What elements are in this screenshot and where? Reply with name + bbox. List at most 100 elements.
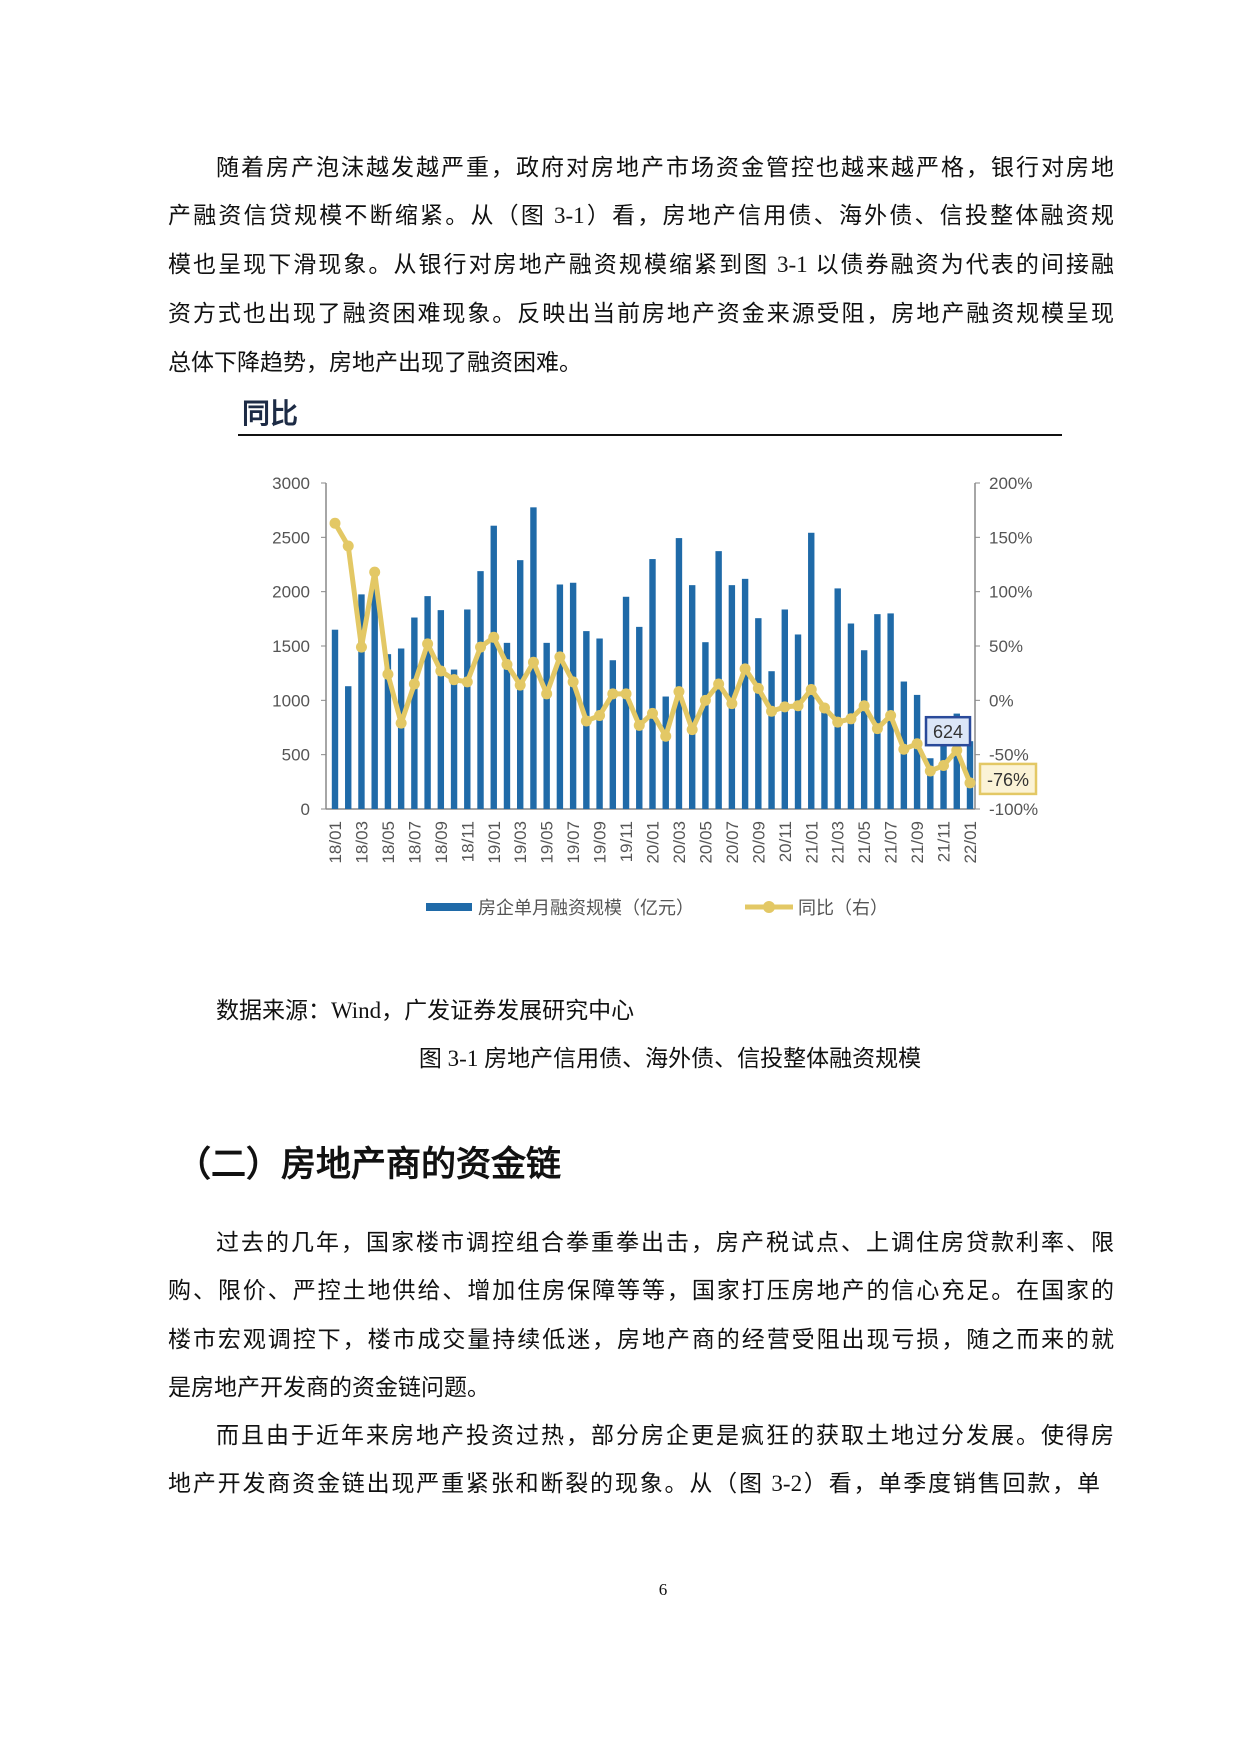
- yoy-point: [699, 694, 711, 706]
- section-heading: （二）房地产商的资金链: [176, 1145, 562, 1185]
- x-tick-label: 19/03: [511, 821, 530, 864]
- yoy-point: [647, 707, 658, 719]
- bar: [437, 610, 445, 809]
- bar: [569, 582, 577, 809]
- yoy-point: [726, 698, 738, 710]
- yoy-value-callout: [978, 762, 1038, 796]
- bar: [953, 713, 960, 809]
- bar: [966, 741, 974, 809]
- left-tick-label: 0: [301, 800, 310, 819]
- yoy-point: [911, 738, 923, 750]
- x-tick-labels: 18/01 18/03 18/05 18/07 18/09 18/11 19/01 19/03…: [326, 821, 980, 864]
- bar: [424, 596, 431, 809]
- yoy-point: [845, 713, 857, 725]
- text-line: 地产开发商资金链出现严重紧张和断裂的现象。从（图 3-2）看，单季度销售回款，单: [168, 1471, 1100, 1496]
- yoy-point: [871, 723, 883, 735]
- figure-title: 同比: [242, 397, 299, 430]
- yoy-point: [792, 700, 804, 712]
- text-line: 产融资信贷规模不断缩紧。从（图 3-1）看，房地产信用债、海外债、信投整体融资规: [168, 203, 1114, 228]
- yoy-point: [633, 719, 645, 731]
- yoy-point: [501, 658, 513, 670]
- right-tick-label: 200%: [989, 474, 1032, 493]
- bar: [768, 671, 775, 809]
- figure-caption: 图 3-1 房地产信用债、海外债、信投整体融资规模: [418, 1046, 922, 1071]
- yoy-point: [660, 730, 672, 742]
- bar: [411, 617, 418, 809]
- left-tick-label: 1500: [272, 637, 310, 656]
- text-line: 资方式也出现了融资困难现象。反映出当前房地产资金来源受阻，房地产融资规模呈现: [168, 301, 1114, 326]
- yoy-point: [435, 665, 447, 677]
- legend-bar-label: 房企单月融资规模（亿元）: [478, 898, 694, 919]
- text-line: 楼市宏观调控下，楼市成交量持续低迷，房地产商的经营受阻出现亏损，随之而来的就: [168, 1327, 1114, 1352]
- chart-axes: 0 500 1000 1500 2000 2500 3000 -100% -50% 0% 50% 10…: [272, 474, 1038, 819]
- text-line: 而且由于近年来房地产投资过热，部分房企更是疯狂的获取土地过分发展。使得房: [216, 1423, 1114, 1448]
- yoy-point: [422, 638, 434, 650]
- left-tick-label: 2500: [272, 528, 310, 547]
- yoy-point: [832, 716, 844, 728]
- yoy-point: [355, 641, 367, 653]
- legend-line-marker: [763, 901, 775, 913]
- yoy-point: [766, 705, 778, 717]
- line-series: [329, 517, 976, 789]
- bar: [794, 634, 802, 809]
- text-line: 总体下降趋势，房地产出现了融资困难。: [168, 350, 582, 375]
- yoy-point: [673, 686, 685, 698]
- bar: [609, 660, 617, 809]
- bar: [450, 669, 458, 809]
- bar: [596, 638, 603, 809]
- right-tick-label: 0%: [989, 691, 1014, 710]
- legend-bar-swatch: [426, 903, 472, 911]
- yoy-point: [951, 744, 963, 756]
- yoy-point: [779, 701, 791, 713]
- x-tick-label: 18/09: [432, 821, 451, 864]
- x-tick-label: 19/09: [591, 821, 610, 864]
- x-tick-label: 18/11: [458, 821, 477, 862]
- right-tick-label: -50%: [989, 746, 1029, 765]
- bar: [622, 596, 630, 809]
- figure-source: 数据来源：Wind，广发证券发展研究中心: [216, 998, 635, 1023]
- yoy-point: [964, 777, 976, 789]
- right-tick-label: 100%: [989, 583, 1032, 602]
- x-tick-label: 21/03: [829, 821, 848, 864]
- yoy-point: [382, 668, 394, 680]
- x-tick-label: 18/03: [352, 821, 371, 864]
- x-tick-label: 21/01: [802, 821, 821, 864]
- bar-series: [331, 507, 974, 809]
- x-tick-label: 18/01: [326, 821, 345, 864]
- x-tick-label: 20/11: [776, 821, 795, 862]
- yoy-point: [408, 678, 420, 690]
- yoy-point: [594, 710, 606, 722]
- yoy-point: [686, 724, 698, 736]
- bar: [636, 626, 643, 809]
- yoy-point: [369, 566, 381, 578]
- left-tick-label: 2000: [272, 583, 310, 602]
- x-tick-label: 19/11: [617, 821, 636, 862]
- chart: 0 500 1000 1500 2000 2500 3000 -100% -50% 0% 50% 10…: [272, 474, 1038, 919]
- bar: [755, 618, 762, 809]
- yoy-point: [924, 765, 936, 777]
- left-tick-label: 3000: [272, 474, 310, 493]
- yoy-point: [554, 651, 566, 663]
- x-tick-label: 19/01: [485, 821, 504, 864]
- page-number: 6: [658, 1580, 668, 1599]
- yoy-point: [885, 710, 897, 722]
- yoy-point: [567, 676, 579, 688]
- yoy-point: [805, 683, 817, 695]
- x-tick-label: 19/07: [564, 821, 583, 864]
- bar: [675, 538, 683, 809]
- left-tick-label: 1000: [272, 691, 310, 710]
- yoy-point: [898, 743, 910, 755]
- bar: [649, 559, 656, 809]
- bar: [556, 584, 564, 809]
- x-tick-label: 21/11: [935, 821, 954, 862]
- x-tick-label: 20/01: [644, 821, 663, 864]
- yoy-value-callout-label: -76%: [987, 770, 1029, 790]
- bar-value-callout: [924, 715, 972, 747]
- figure-title-rule: [238, 434, 1062, 436]
- x-tick-label: 20/05: [696, 821, 715, 864]
- bar: [860, 650, 868, 809]
- yoy-point: [713, 678, 725, 690]
- yoy-point: [620, 688, 632, 700]
- bar: [464, 609, 471, 809]
- text-line: 是房地产开发商的资金链问题。: [168, 1375, 490, 1400]
